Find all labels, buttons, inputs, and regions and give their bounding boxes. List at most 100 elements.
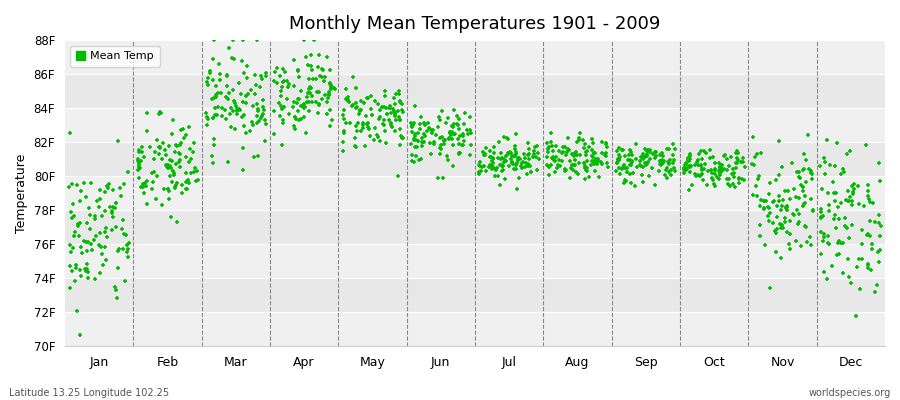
Point (285, 104, 300, 110)
Point (178, 154, 193, 160)
Point (172, 142, 186, 148)
Point (623, 162, 637, 168)
Point (758, 242, 772, 248)
Point (356, 120, 371, 127)
Point (613, 154, 627, 160)
Point (311, 89, 326, 96)
Point (226, 87, 240, 94)
Point (513, 156, 527, 162)
Point (209, 94, 223, 100)
Point (356, 122, 371, 128)
Point (599, 141, 614, 147)
Point (81, 238, 95, 245)
Point (772, 172, 787, 178)
Point (98, 244, 112, 250)
Point (451, 121, 465, 128)
Point (609, 168, 624, 174)
Point (158, 162, 173, 168)
Point (553, 157, 567, 163)
Point (613, 171, 627, 177)
Point (259, 70, 274, 76)
Point (156, 140, 170, 146)
Point (783, 246, 797, 252)
Point (137, 154, 151, 161)
Point (568, 162, 582, 168)
Point (212, 77, 227, 84)
Point (266, 78, 281, 85)
Point (562, 158, 577, 164)
Point (323, 80, 338, 86)
Point (836, 240, 850, 247)
Point (258, 121, 273, 128)
Point (477, 162, 491, 169)
Point (581, 174, 596, 180)
Point (472, 168, 487, 175)
Point (863, 199, 878, 206)
Point (169, 180, 184, 186)
Point (841, 256, 855, 262)
Point (302, 108, 316, 114)
Point (455, 131, 470, 137)
Point (223, 104, 238, 111)
Point (729, 165, 743, 171)
Point (232, 107, 247, 113)
Point (377, 93, 392, 99)
Point (135, 180, 149, 187)
Point (624, 149, 638, 155)
Point (737, 163, 751, 170)
Point (494, 150, 508, 157)
Point (845, 182, 859, 189)
Point (165, 157, 179, 164)
Point (657, 157, 671, 164)
Point (167, 148, 182, 155)
Point (94, 213, 109, 219)
Point (226, 108, 240, 114)
Point (321, 95, 336, 101)
Point (722, 163, 736, 169)
Point (320, 99, 334, 105)
Point (409, 130, 423, 137)
Point (816, 234, 831, 240)
Point (643, 147, 657, 153)
Point (245, 119, 259, 125)
Point (599, 143, 614, 150)
Point (589, 156, 603, 162)
Point (642, 147, 656, 154)
Point (648, 182, 662, 189)
Point (612, 145, 626, 151)
Point (569, 168, 583, 175)
Point (305, 66, 320, 73)
Point (749, 182, 763, 189)
Point (871, 249, 886, 256)
Point (436, 175, 451, 181)
Point (302, 62, 316, 68)
Point (200, 122, 214, 128)
Point (251, 105, 266, 112)
Point (412, 121, 427, 128)
Point (65, 181, 79, 188)
Point (486, 155, 500, 162)
Point (170, 219, 184, 225)
Point (85, 240, 99, 247)
Point (282, 111, 296, 117)
Point (557, 166, 572, 172)
Point (342, 99, 356, 105)
Point (386, 108, 400, 115)
Point (796, 167, 810, 174)
Point (578, 164, 592, 171)
Point (681, 155, 696, 161)
Point (814, 208, 828, 215)
Point (824, 162, 838, 169)
Point (624, 146, 638, 153)
Point (292, 117, 306, 123)
Point (456, 132, 471, 139)
Point (547, 157, 562, 164)
Point (865, 246, 879, 252)
Point (509, 186, 524, 192)
Point (417, 120, 431, 126)
Point (72, 232, 86, 239)
Point (316, 67, 330, 73)
Point (456, 138, 471, 144)
Point (63, 262, 77, 269)
Point (221, 159, 236, 166)
